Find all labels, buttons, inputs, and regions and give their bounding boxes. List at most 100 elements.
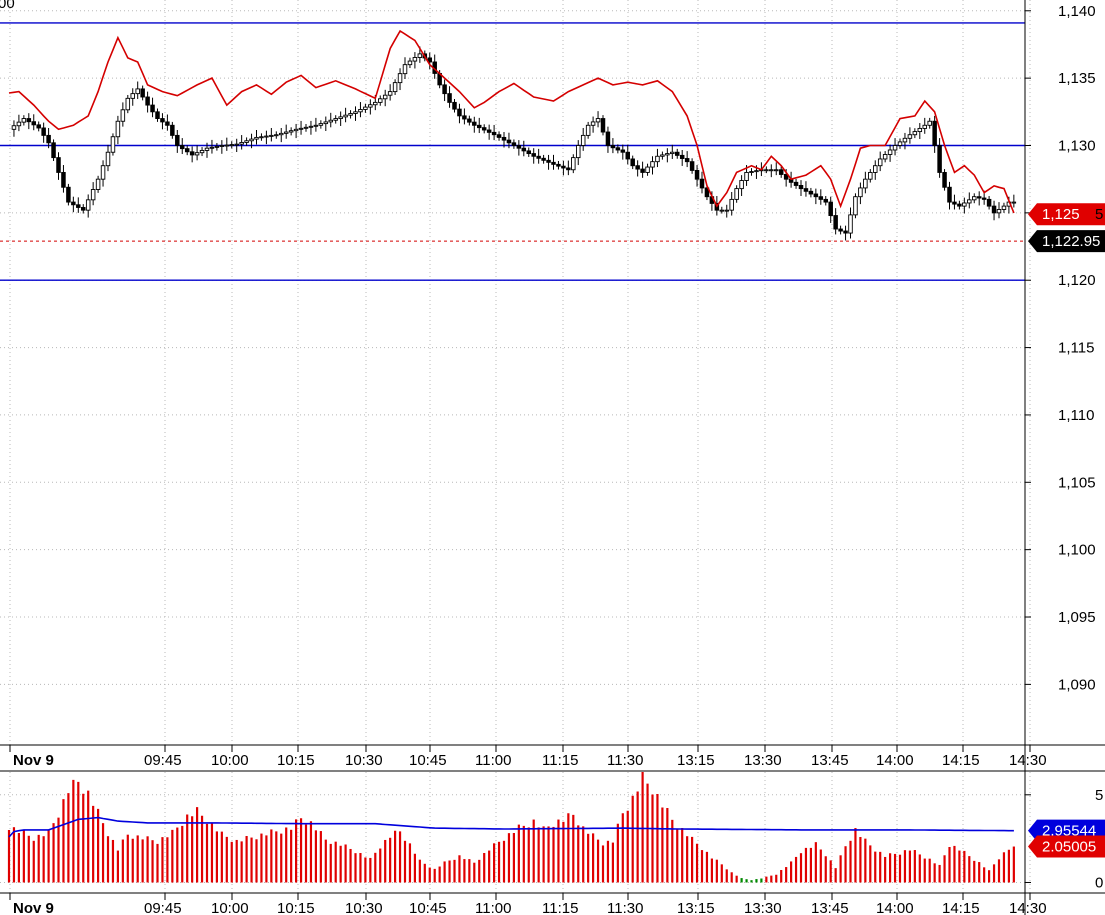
candle-body-149 xyxy=(744,171,749,181)
candle-body-79 xyxy=(397,73,403,84)
candle-body-78 xyxy=(392,82,398,93)
candle-body-4 xyxy=(26,118,32,123)
candle-body-60 xyxy=(303,126,309,129)
xtick-label-1-10: 13:30 xyxy=(744,900,782,915)
xtick-label-1-3: 10:15 xyxy=(277,900,315,915)
candle-body-57 xyxy=(288,130,294,133)
candle-body-71 xyxy=(358,109,363,113)
candle-body-3 xyxy=(21,118,27,123)
candle-body-68 xyxy=(343,114,348,118)
candle-body-64 xyxy=(323,121,329,125)
price-ytick-label-6: 1,110 xyxy=(1058,407,1094,424)
candle-body-90 xyxy=(452,101,457,110)
candle-body-191 xyxy=(952,201,957,205)
xtick-label-1-14: 14:30 xyxy=(1009,900,1047,915)
candle-body-114 xyxy=(571,157,576,171)
candle-body-145 xyxy=(724,209,730,212)
candle-body-66 xyxy=(333,118,338,121)
candle-body-155 xyxy=(774,169,779,172)
flag-indicator-value-shape xyxy=(1028,835,1105,858)
candle-body-197 xyxy=(981,197,987,200)
candle-body-18 xyxy=(95,178,101,190)
candle-body-146 xyxy=(729,198,734,211)
candle-body-188 xyxy=(937,145,942,173)
xtick-label-1-0: Nov 9 xyxy=(13,900,54,915)
candle-body-15 xyxy=(80,207,86,211)
candle-body-95 xyxy=(477,124,482,129)
candle-body-135 xyxy=(675,151,680,156)
candle-body-136 xyxy=(679,154,685,159)
candle-body-175 xyxy=(873,165,878,173)
xtick-label-0-8: 11:30 xyxy=(607,752,643,769)
candle-body-105 xyxy=(526,150,532,155)
candle-body-147 xyxy=(734,188,739,200)
candle-body-13 xyxy=(71,201,76,206)
candle-body-200 xyxy=(996,209,1002,214)
candle-body-170 xyxy=(848,214,853,234)
candle-body-85 xyxy=(427,57,433,63)
candle-body-148 xyxy=(739,180,744,190)
candle-body-74 xyxy=(373,101,378,106)
candle-body-164 xyxy=(818,196,824,200)
price-ytick-label-4: 1,120 xyxy=(1058,272,1096,289)
candle-body-116 xyxy=(580,134,586,146)
indicator-bars xyxy=(7,772,1015,883)
price-ytick-label-9: 1,095 xyxy=(1058,609,1096,626)
candle-body-54 xyxy=(274,134,279,137)
candle-body-113 xyxy=(566,167,571,171)
candle-body-41 xyxy=(209,146,215,149)
candle-body-163 xyxy=(813,193,819,198)
candle-body-173 xyxy=(863,178,868,189)
flag-last-red-trail: 5 xyxy=(1095,206,1103,223)
xtick-label-0-13: 14:15 xyxy=(942,752,980,769)
candle-body-93 xyxy=(467,118,472,123)
xtick-label-0-3: 10:15 xyxy=(277,752,315,769)
candle-body-178 xyxy=(887,149,893,155)
price-ytick-label-8: 1,100 xyxy=(1058,542,1096,559)
xtick-label-1-8: 11:30 xyxy=(607,900,643,915)
candle-body-82 xyxy=(412,57,418,62)
candle-body-126 xyxy=(630,158,635,167)
flag-indicator-avg-label: 2.95544 xyxy=(1042,823,1096,840)
candle-body-198 xyxy=(986,198,992,207)
candle-body-183 xyxy=(912,131,918,136)
candlestick-series xyxy=(11,46,1017,241)
candle-body-144 xyxy=(719,209,725,212)
clipped-top-label: 00 xyxy=(0,0,15,12)
candle-body-167 xyxy=(833,215,838,230)
indicator-average-line xyxy=(8,816,1014,838)
flag-last-red-label: 1,125 xyxy=(1042,206,1080,223)
candle-body-9 xyxy=(51,142,56,159)
candle-body-1 xyxy=(11,125,17,130)
candle-body-20 xyxy=(105,151,111,167)
candle-body-19 xyxy=(100,165,106,180)
flag-indicator-value: 2.05005 xyxy=(1028,835,1105,858)
price-horizontal-lines xyxy=(0,22,1025,281)
candle-body-127 xyxy=(635,165,640,170)
candle-body-181 xyxy=(902,137,908,143)
xtick-label-1-12: 14:00 xyxy=(876,900,914,915)
candle-body-47 xyxy=(239,142,244,145)
ind-ytick-label-0: 5 xyxy=(1095,787,1103,804)
candle-body-162 xyxy=(808,190,814,195)
candle-body-130 xyxy=(650,161,655,168)
candle-body-176 xyxy=(877,158,883,167)
candle-body-70 xyxy=(353,111,358,114)
candle-body-138 xyxy=(689,161,695,171)
candle-body-132 xyxy=(660,154,665,157)
candle-body-122 xyxy=(610,145,616,149)
candle-body-123 xyxy=(615,147,621,151)
candle-body-115 xyxy=(576,145,581,159)
candle-body-91 xyxy=(457,108,462,117)
candle-body-6 xyxy=(36,124,41,129)
candle-body-80 xyxy=(402,64,408,75)
candle-body-22 xyxy=(115,120,121,138)
candle-body-32 xyxy=(165,121,170,126)
xtick-label-1-6: 11:00 xyxy=(475,900,511,915)
xtick-label-1-5: 10:45 xyxy=(409,900,447,915)
candle-body-119 xyxy=(595,118,601,123)
candle-body-103 xyxy=(516,145,522,149)
